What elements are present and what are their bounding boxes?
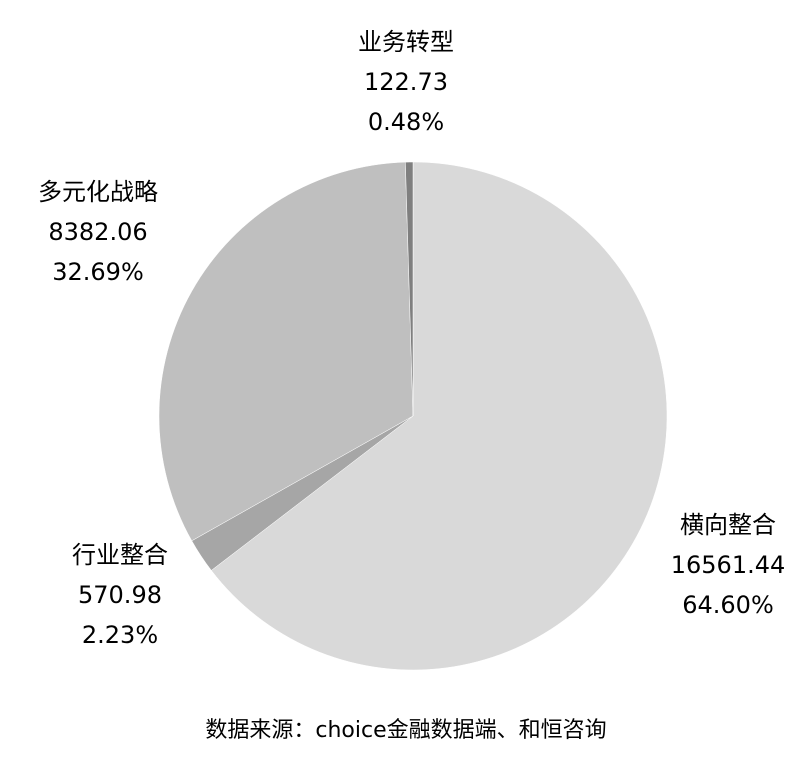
label-slice-3: 业务转型 122.73 0.48% [336, 22, 476, 142]
slice-percent: 32.69% [52, 258, 144, 286]
slice-label: 多元化战略 [38, 178, 158, 206]
slice-label: 行业整合 [72, 541, 168, 569]
pie-slice-0 [210, 161, 668, 671]
slice-percent: 2.23% [81, 621, 159, 649]
pie-slice-2 [158, 161, 414, 542]
slice-value: 122.73 [364, 68, 448, 96]
slice-percent: 64.60% [682, 591, 774, 619]
slice-percent: 0.48% [367, 108, 445, 136]
pie-slice-3 [405, 161, 414, 417]
slice-value: 570.98 [78, 581, 162, 609]
slice-value: 8382.06 [48, 218, 148, 246]
label-slice-2: 多元化战略 8382.06 32.69% [18, 172, 178, 292]
slice-label: 业务转型 [358, 28, 454, 56]
slice-label: 横向整合 [680, 511, 776, 539]
label-slice-1: 行业整合 570.98 2.23% [50, 535, 190, 655]
source-note: 数据来源：choice金融数据端、和恒咨询 [205, 718, 607, 743]
label-slice-0: 横向整合 16561.44 64.60% [658, 505, 798, 625]
slice-value: 16561.44 [670, 551, 786, 579]
